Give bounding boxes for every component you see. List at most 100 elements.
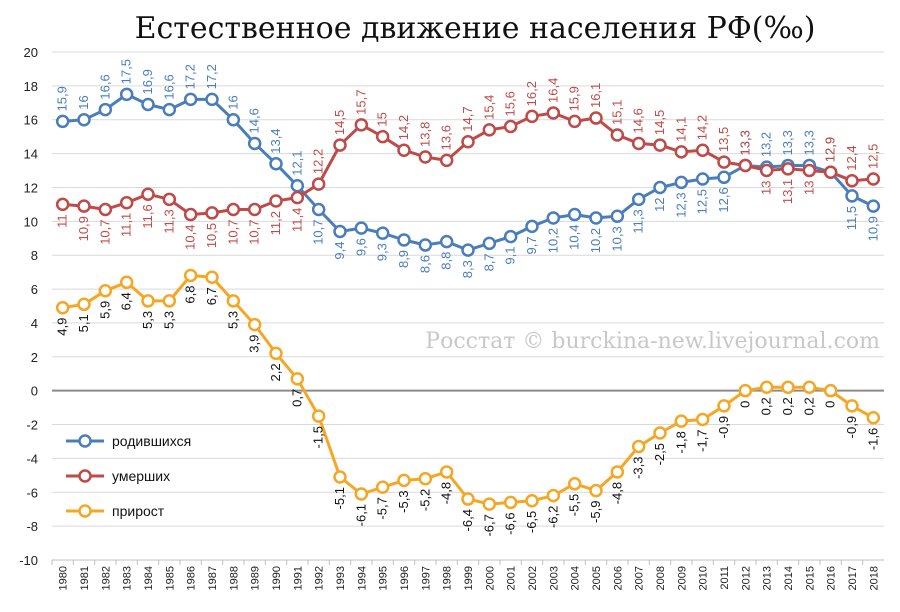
- births-data-label: 9,4: [332, 241, 347, 259]
- births-data-label: 9,1: [503, 247, 518, 265]
- deaths-data-point: [525, 109, 539, 124]
- x-tick-label: 1999: [463, 566, 475, 590]
- deaths-data-point: [439, 153, 454, 168]
- births-data-label: 12: [652, 197, 667, 211]
- x-tick-label: 2008: [655, 566, 667, 590]
- x-tick-label: 2006: [612, 566, 624, 590]
- growth-data-point: [119, 275, 134, 290]
- births-data-label: 13,4: [268, 128, 283, 153]
- births-data-label: 16,6: [161, 74, 176, 99]
- growth-data-label: -3,3: [631, 457, 646, 479]
- births-data-label: 10,2: [588, 228, 603, 253]
- legend-marker: [78, 504, 92, 518]
- growth-data-label: -4,8: [439, 482, 454, 504]
- deaths-data-label: 14,2: [396, 115, 411, 140]
- deaths-data-point: [674, 145, 689, 159]
- deaths-data-label: 12,2: [311, 149, 326, 174]
- growth-data-label: 3,9: [247, 335, 262, 353]
- growth-data-point: [546, 488, 561, 503]
- deaths-data-point: [119, 195, 134, 210]
- legend-label-growth: прирост: [112, 503, 165, 519]
- growth-data-label: 0,2: [759, 397, 774, 415]
- y-tick-label: 12: [24, 180, 38, 195]
- births-data-point: [311, 202, 326, 217]
- births-data-point: [141, 97, 155, 112]
- growth-data-label: 2,2: [268, 363, 283, 381]
- deaths-data-point: [866, 172, 881, 186]
- growth-data-point: [738, 383, 753, 398]
- growth-data-label: -6,1: [353, 504, 368, 526]
- deaths-data-point: [55, 197, 70, 212]
- growth-data-label: -5,1: [332, 487, 347, 509]
- growth-data-label: -5,3: [396, 490, 411, 512]
- deaths-data-label: 11,4: [289, 208, 304, 232]
- growth-data-label: 6,4: [119, 292, 134, 310]
- growth-data-point: [183, 268, 198, 283]
- growth-data-label: 4,9: [55, 318, 70, 336]
- deaths-data-label: 10,7: [225, 219, 240, 244]
- y-tick-label: 18: [24, 79, 38, 94]
- grid: [52, 51, 884, 561]
- deaths-data-label: 11,6: [140, 204, 155, 228]
- growth-data-point: [674, 414, 689, 428]
- growth-data-label: 5,3: [161, 311, 176, 329]
- growth-data-point: [717, 399, 731, 413]
- growth-data-label: 0,2: [801, 397, 816, 415]
- x-tick-label: 1984: [143, 566, 155, 590]
- y-tick-label: 14: [24, 147, 38, 162]
- deaths-data-point: [290, 190, 305, 205]
- growth-data-label: -6,6: [503, 512, 518, 534]
- births-data-point: [717, 170, 731, 185]
- deaths-data-point: [77, 199, 91, 213]
- births-data-label: 17,5: [119, 59, 134, 84]
- growth-data-point: [759, 380, 774, 395]
- births-data-point: [290, 179, 305, 193]
- deaths-data-point: [269, 194, 283, 208]
- deaths-data-point: [546, 106, 561, 120]
- deaths-data-point: [759, 163, 774, 178]
- growth-data-point: [55, 300, 70, 315]
- deaths-data-label: 16,2: [524, 81, 539, 106]
- y-tick-label: 0: [31, 384, 38, 399]
- growth-data-label: -6,5: [524, 511, 539, 533]
- deaths-data-label: 10,5: [204, 223, 219, 248]
- births-data-point: [269, 157, 283, 171]
- growth-data-label: 0: [737, 401, 752, 408]
- growth-data-point: [589, 483, 603, 498]
- deaths-data-point: [98, 202, 113, 217]
- births-data-point: [162, 102, 177, 117]
- births-data-label: 10,9: [865, 216, 880, 241]
- births-data-point: [482, 236, 497, 251]
- deaths-data-point: [205, 206, 219, 220]
- y-tick-label: -2: [26, 418, 38, 433]
- births-data-point: [55, 114, 70, 129]
- deaths-data-label: 12,4: [844, 145, 859, 170]
- births-data-point: [461, 243, 475, 257]
- x-tick-label: 1993: [335, 566, 347, 590]
- births-data-point: [183, 92, 198, 107]
- births-data-point: [119, 87, 134, 102]
- growth-data-point: [290, 372, 305, 386]
- deaths-data-point: [397, 143, 411, 157]
- deaths-data-point: [354, 118, 369, 132]
- deaths-data-point: [183, 207, 198, 222]
- growth-data-label: -5,5: [567, 494, 582, 516]
- deaths-data-point: [717, 155, 731, 169]
- births-data-label: 17,2: [204, 64, 219, 89]
- deaths-data-label: 12,9: [823, 137, 838, 162]
- births-data-label: 15,9: [55, 86, 70, 111]
- growth-data-label: -4,8: [609, 482, 624, 504]
- x-tick-label: 1990: [271, 566, 283, 590]
- births-data-label: 8,6: [417, 255, 432, 273]
- deaths-data-point: [482, 123, 497, 137]
- deaths-data-point: [845, 173, 859, 188]
- x-tick-label: 1982: [100, 566, 112, 590]
- growth-data-point: [567, 477, 582, 491]
- x-tick-label: 2010: [698, 566, 710, 590]
- growth-data-point: [205, 270, 219, 284]
- births-data-point: [567, 207, 582, 222]
- births-data-point: [439, 234, 454, 249]
- x-tick-label: 2015: [804, 566, 816, 590]
- births-data-point: [77, 112, 91, 127]
